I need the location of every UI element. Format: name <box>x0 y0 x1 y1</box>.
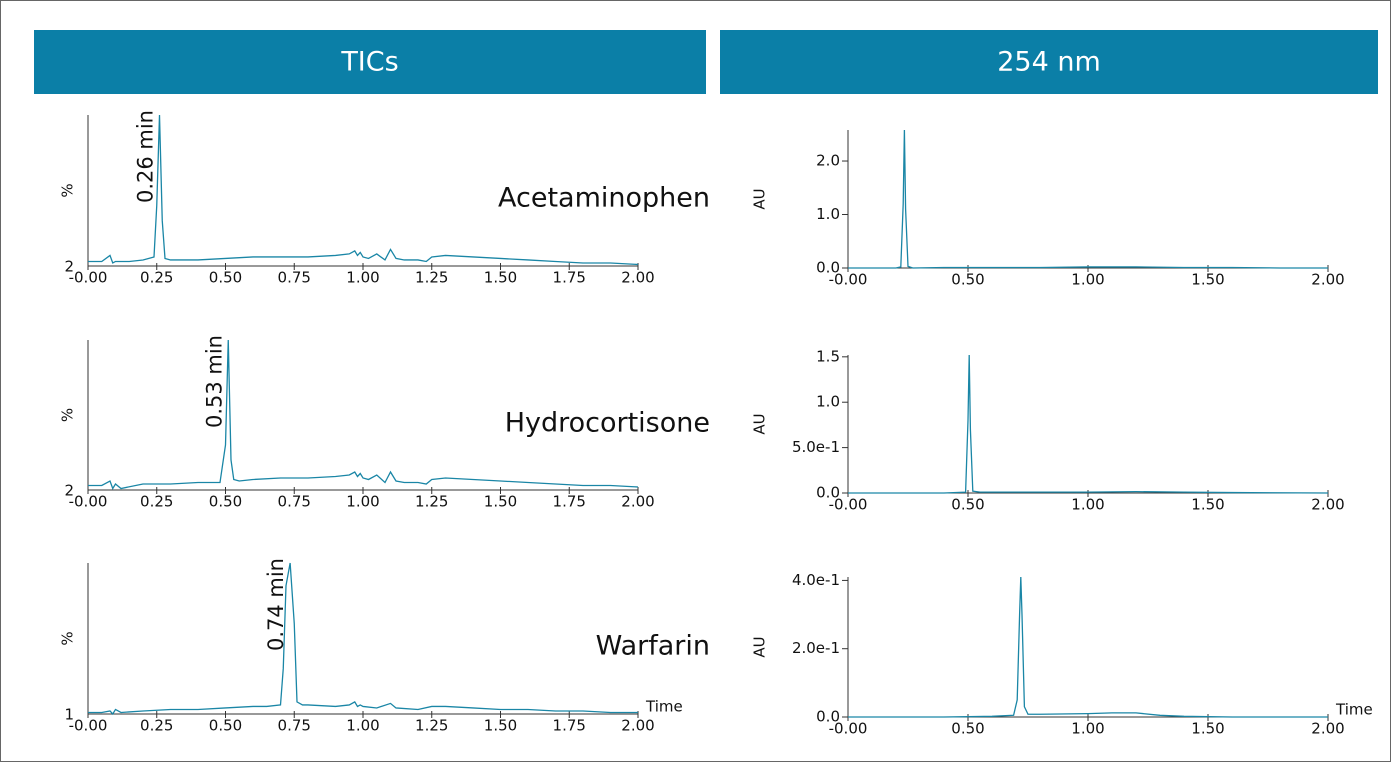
x-tick-label: 1.50 <box>484 493 517 511</box>
x-tick-label: 1.50 <box>1191 271 1224 289</box>
x-tick-label: 1.75 <box>553 493 586 511</box>
x-tick-label: 2.00 <box>1311 271 1344 289</box>
x-tick-label: 1.00 <box>346 269 379 287</box>
x-tick-label: -0.00 <box>69 269 108 287</box>
x-tick-label: 1.25 <box>415 493 448 511</box>
x-tick-label: 2.00 <box>1311 496 1344 514</box>
x-tick-label: 2.00 <box>621 717 654 735</box>
x-tick-label: -0.00 <box>829 496 868 514</box>
x-tick-label: 1.00 <box>346 717 379 735</box>
y-axis-label: AU <box>751 413 769 434</box>
header-bar <box>720 30 1378 94</box>
x-tick-label: 0.75 <box>278 717 311 735</box>
x-tick-label: 0.50 <box>951 496 984 514</box>
y-tick-label: 5.0e-1 <box>792 438 840 456</box>
x-tick-label: -0.00 <box>829 720 868 738</box>
x-tick-label: 0.75 <box>278 269 311 287</box>
x-tick-label: 0.50 <box>951 271 984 289</box>
x-tick-label: 1.50 <box>484 269 517 287</box>
x-tick-label: 1.25 <box>415 269 448 287</box>
y-tick-label: 2.0 <box>816 152 840 170</box>
y-tick-label: 1.0 <box>816 205 840 223</box>
x-tick-label: 1.00 <box>346 493 379 511</box>
x-tick-label: -0.00 <box>829 271 868 289</box>
y-tick-label: 4.0e-1 <box>792 571 840 589</box>
x-tick-label: 1.75 <box>553 269 586 287</box>
y-corner-label: 1 <box>64 706 74 724</box>
peak-annotation: 0.26 min <box>134 110 158 203</box>
x-tick-label: 2.00 <box>621 493 654 511</box>
x-tick-label: 1.50 <box>484 717 517 735</box>
peak-annotation: 0.53 min <box>202 335 226 428</box>
x-tick-label: 1.00 <box>1071 496 1104 514</box>
x-tick-label: -0.00 <box>69 493 108 511</box>
x-tick-label: 0.25 <box>140 493 173 511</box>
peak-annotation: 0.74 min <box>264 558 288 651</box>
x-tick-label: 0.50 <box>209 493 242 511</box>
y-tick-label: 2.0e-1 <box>792 639 840 657</box>
y-tick-label: 0.0 <box>816 484 840 502</box>
x-tick-label: 0.25 <box>140 717 173 735</box>
x-tick-label: 1.00 <box>1071 271 1104 289</box>
y-axis-label: % <box>59 183 77 197</box>
x-tick-label: 1.50 <box>1191 720 1224 738</box>
x-tick-label: 0.50 <box>209 717 242 735</box>
x-axis-label: Time <box>645 698 683 716</box>
x-tick-label: 1.75 <box>553 717 586 735</box>
x-tick-label: 1.25 <box>415 717 448 735</box>
y-tick-label: 1.5 <box>816 347 840 365</box>
x-tick-label: -0.00 <box>69 717 108 735</box>
x-axis-label: Time <box>1335 701 1373 719</box>
trace <box>88 562 638 716</box>
compound-name: Hydrocortisone <box>505 408 710 439</box>
y-tick-label: 0.0 <box>816 708 840 726</box>
x-tick-label: 2.00 <box>1311 720 1344 738</box>
x-tick-label: 0.75 <box>278 493 311 511</box>
y-axis-label: AU <box>751 188 769 209</box>
header: 254 nm <box>997 47 1101 78</box>
y-tick-label: 0.0 <box>816 259 840 277</box>
x-tick-label: 0.50 <box>951 720 984 738</box>
compound-name: Acetaminophen <box>498 183 710 214</box>
x-tick-label: 0.25 <box>140 269 173 287</box>
header: TICs <box>340 47 398 78</box>
trace <box>88 114 639 266</box>
trace <box>848 129 1328 269</box>
y-corner-label: 2 <box>64 482 74 500</box>
x-tick-label: 0.50 <box>209 269 242 287</box>
x-tick-label: 1.00 <box>1071 720 1104 738</box>
trace <box>848 354 1329 494</box>
trace <box>848 576 1328 718</box>
y-axis-label: % <box>59 408 77 422</box>
y-axis-label: % <box>59 631 77 645</box>
header-bar <box>34 30 706 94</box>
x-tick-label: 1.50 <box>1191 496 1224 514</box>
trace <box>88 339 639 490</box>
y-axis-label: AU <box>751 636 769 657</box>
compound-name: Warfarin <box>596 631 710 662</box>
y-corner-label: 2 <box>64 258 74 276</box>
y-tick-label: 1.0 <box>816 393 840 411</box>
x-tick-label: 2.00 <box>621 269 654 287</box>
